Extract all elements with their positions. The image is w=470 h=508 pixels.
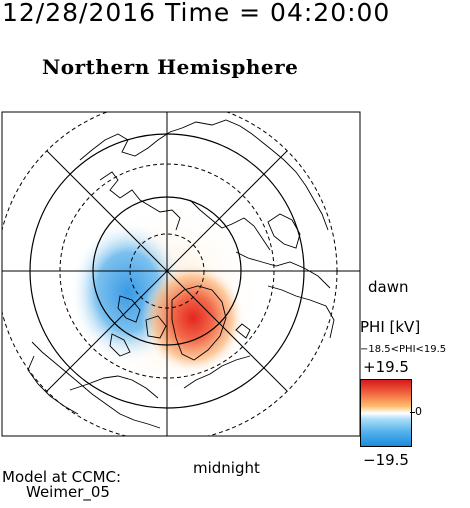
hemisphere-title: Northern Hemisphere [42, 55, 299, 79]
colorbar-zero-tick [410, 412, 415, 413]
meridian-lines [2, 112, 360, 436]
colorbar-mid-label: 0 [415, 405, 422, 418]
map-frame [1, 111, 361, 437]
coastlines [27, 119, 335, 429]
colorbar-max-label: +19.5 [363, 358, 409, 376]
polar-map [1, 111, 361, 437]
colorbar [360, 379, 412, 447]
colorbar-min-label: −19.5 [363, 451, 409, 469]
model-credit-line2: Weimer_05 [26, 483, 110, 501]
model-credit-line1: Model at CCMC: [2, 468, 122, 486]
colorbar-range: −18.5<PHI<19.5 [360, 344, 447, 355]
dawn-label: dawn [368, 278, 409, 296]
colorbar-title: PHI [kV] [360, 318, 421, 336]
midnight-label: midnight [193, 459, 260, 477]
timestamp: 12/28/2016 Time = 04:20:00 [2, 0, 391, 27]
